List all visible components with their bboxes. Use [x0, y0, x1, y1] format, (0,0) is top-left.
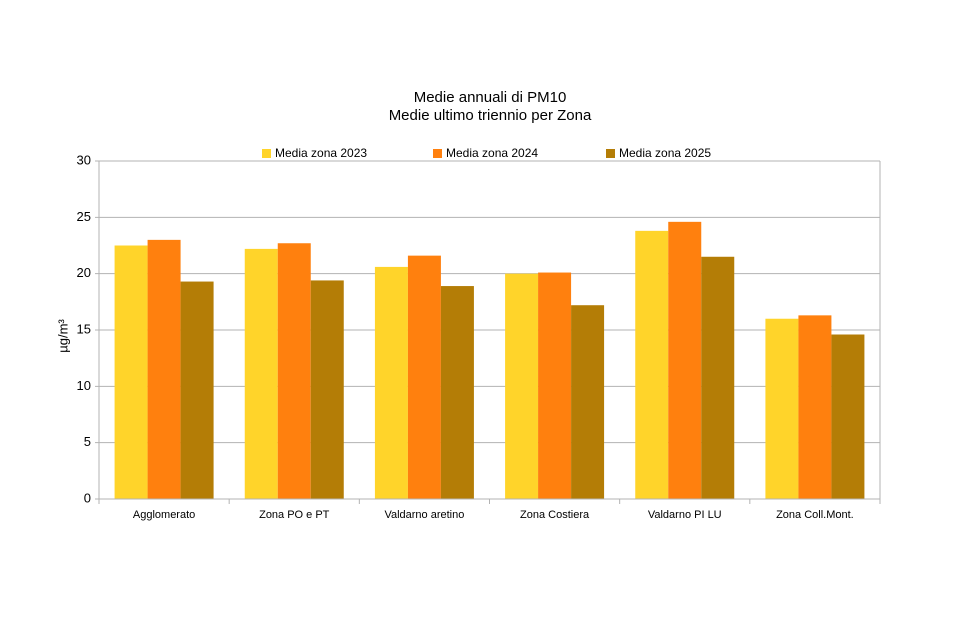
x-tick-label: Valdarno aretino [384, 509, 464, 521]
bar [440, 286, 474, 499]
bar [798, 315, 832, 499]
x-tick-label: Zona Coll.Mont. [776, 509, 854, 521]
chart-subtitle: Medie ultimo triennio per Zona [389, 107, 592, 124]
legend-swatch [433, 149, 442, 158]
bar [114, 245, 148, 499]
bar [701, 256, 735, 499]
bar [831, 334, 865, 499]
bar [277, 243, 311, 499]
legend-swatch [262, 149, 271, 158]
legend-label: Media zona 2025 [619, 146, 711, 160]
chart-title: Medie annuali di PM10 [414, 89, 567, 106]
legend-swatch [606, 149, 615, 158]
bar [374, 266, 408, 499]
bar [180, 281, 214, 499]
x-tick-label: Zona PO e PT [259, 509, 330, 521]
bar [668, 221, 702, 499]
y-tick-label: 0 [84, 490, 91, 505]
y-tick-label: 20 [77, 265, 91, 280]
y-tick-label: 10 [77, 378, 91, 393]
bar [505, 273, 539, 499]
y-tick-label: 15 [77, 321, 91, 336]
bar [635, 230, 669, 499]
bar [571, 305, 605, 499]
bar [538, 272, 572, 499]
y-axis-label: µg/m³ [55, 319, 70, 353]
x-tick-label: Zona Costiera [520, 509, 590, 521]
bar [244, 248, 278, 499]
bar [407, 255, 441, 499]
bar [147, 239, 181, 499]
bar [765, 318, 799, 499]
bar [310, 280, 344, 499]
legend-label: Media zona 2023 [275, 146, 367, 160]
legend-label: Media zona 2024 [446, 146, 538, 160]
y-tick-label: 25 [77, 209, 91, 224]
x-tick-label: Agglomerato [133, 509, 195, 521]
x-tick-label: Valdarno PI LU [648, 509, 722, 521]
y-tick-label: 30 [77, 152, 91, 167]
y-tick-label: 5 [84, 434, 91, 449]
